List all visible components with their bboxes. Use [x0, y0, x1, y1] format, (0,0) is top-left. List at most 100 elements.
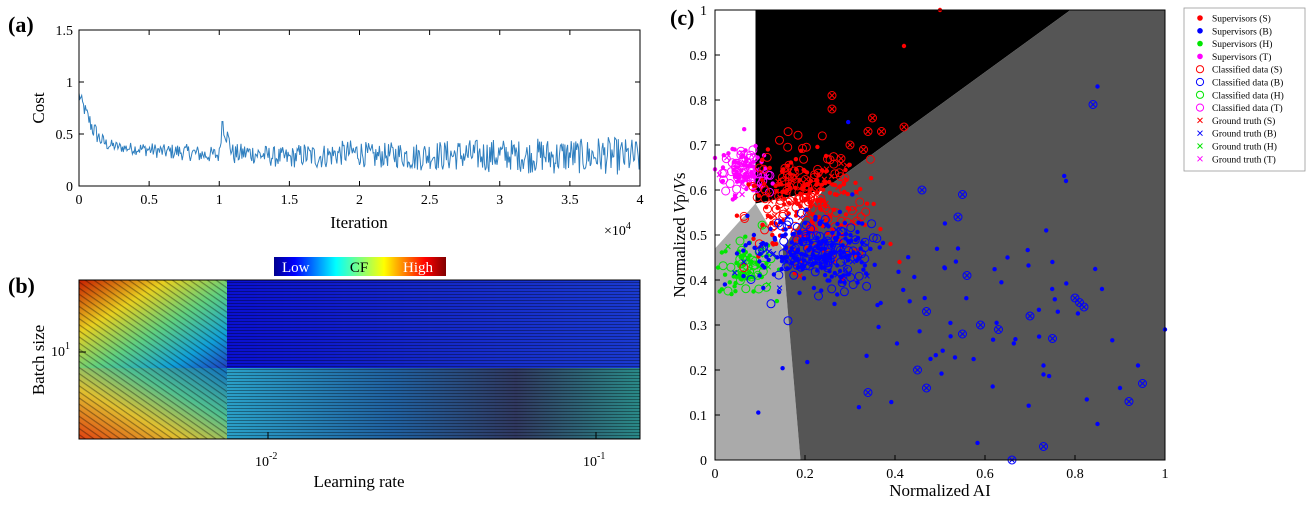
- point-s: [823, 180, 828, 186]
- point-b: [801, 276, 807, 281]
- legend-marker-circle: [1195, 103, 1205, 112]
- point-b_sparse: [990, 384, 995, 389]
- plot-c-xtick-label: 1: [1162, 467, 1169, 482]
- point-s: [821, 199, 827, 204]
- point-b-classified: [922, 307, 931, 316]
- point-b-supervisor: [1095, 421, 1100, 427]
- point-b: [856, 220, 861, 225]
- point-b_sparse: [971, 356, 976, 362]
- point-b: [780, 233, 785, 238]
- point-b: [791, 242, 797, 248]
- point-b: [851, 250, 856, 255]
- point-b: [861, 267, 866, 272]
- point-b: [810, 267, 820, 277]
- point-b_sparse: [889, 399, 894, 405]
- point-b: [775, 255, 780, 260]
- point-b-classified: [958, 329, 967, 339]
- legend-item: Classified data (S): [1195, 65, 1282, 76]
- point-b: [868, 233, 878, 243]
- point-b_sparse: [917, 329, 922, 334]
- point-s-ground-truth: [829, 92, 835, 99]
- point-h: [757, 220, 767, 230]
- plot-c-ytick-label: 0: [700, 454, 707, 469]
- point-s: [836, 172, 845, 182]
- point-t: [732, 172, 742, 182]
- point-b: [778, 220, 783, 225]
- point-b: [770, 250, 777, 257]
- point-b: [867, 219, 877, 229]
- point-s: [780, 163, 790, 173]
- point-b: [860, 221, 865, 226]
- point-b: [757, 273, 762, 278]
- point-t: [744, 153, 754, 163]
- point-b_sparse: [999, 280, 1004, 285]
- point-b: [797, 290, 802, 296]
- point-b: [793, 252, 803, 262]
- point-t: [742, 127, 747, 132]
- plot-a-xtick-label: 4: [637, 193, 644, 208]
- point-b: [830, 230, 835, 235]
- legend-item-label: Ground truth (H): [1212, 142, 1277, 153]
- point-s: [793, 157, 799, 162]
- point-b: [801, 256, 811, 265]
- plot-b-ylabel: Batch size: [29, 325, 48, 395]
- point-b_sparse: [859, 260, 864, 265]
- point-s: [808, 193, 818, 203]
- point-b: [732, 270, 738, 276]
- point-b-classified: [976, 320, 985, 330]
- point-s-classified: [863, 127, 873, 136]
- plot-a-xtick-label: 0: [76, 193, 83, 208]
- point-b_sparse: [942, 266, 948, 271]
- colorbar-high-label: High: [403, 260, 434, 276]
- point-b_sparse: [1011, 341, 1016, 346]
- legend-item: Supervisors (S): [1197, 14, 1271, 25]
- point-b: [848, 246, 858, 256]
- plot-c-ytick-label: 0.3: [690, 319, 708, 334]
- point-b_sparse: [939, 371, 944, 376]
- point-b: [837, 209, 843, 215]
- plot-a-ytick-label: 0.5: [56, 128, 74, 143]
- point-t: [755, 155, 760, 160]
- legend-item-label: Ground truth (B): [1212, 129, 1276, 140]
- plot-a-y-ticks: 0 0.5 1 1.5: [56, 24, 640, 195]
- point-t: [763, 166, 768, 171]
- point-b_sparse: [992, 267, 997, 272]
- plot-a-xtick-label: 2: [356, 193, 363, 208]
- plot-b-ytick-1: 101: [51, 341, 70, 360]
- point-t: [726, 151, 731, 156]
- plot-a-xtick-label: 0.5: [140, 193, 158, 208]
- legend-item-label: Supervisors (T): [1212, 52, 1271, 63]
- point-s: [803, 176, 810, 183]
- point-b_sparse: [864, 353, 869, 358]
- point-s-classified: [859, 145, 868, 154]
- point-b: [761, 285, 766, 291]
- legend-item-label: Supervisors (B): [1212, 26, 1272, 37]
- point-s: [810, 170, 820, 180]
- point-b: [790, 232, 795, 237]
- point-b: [792, 222, 802, 232]
- point-b: [868, 246, 873, 252]
- point-s: [762, 152, 772, 162]
- point-b: [776, 285, 783, 291]
- point-h: [715, 265, 721, 270]
- plot-c-ylabel: Normalized Vp/Vs: [670, 172, 689, 297]
- point-b-classified: [863, 388, 873, 397]
- point-b: [829, 242, 835, 248]
- point-s: [878, 226, 883, 232]
- legend-item-label: Classified data (B): [1212, 78, 1283, 89]
- point-s: [765, 213, 772, 220]
- point-t: [753, 169, 763, 179]
- point-s: [798, 191, 803, 196]
- region-dark: [782, 10, 1165, 460]
- point-b-classified: [922, 383, 931, 393]
- point-b-supervisor: [1099, 286, 1105, 292]
- point-b: [862, 263, 868, 268]
- point-b_sparse: [948, 320, 953, 326]
- legend-item: Classified data (T): [1195, 103, 1283, 114]
- point-b: [746, 240, 752, 246]
- point-s: [734, 213, 740, 218]
- legend-marker-dot: [1197, 28, 1203, 34]
- point-s-classified: [868, 113, 877, 123]
- point-h: [735, 236, 745, 246]
- point-b_sparse: [1084, 397, 1090, 402]
